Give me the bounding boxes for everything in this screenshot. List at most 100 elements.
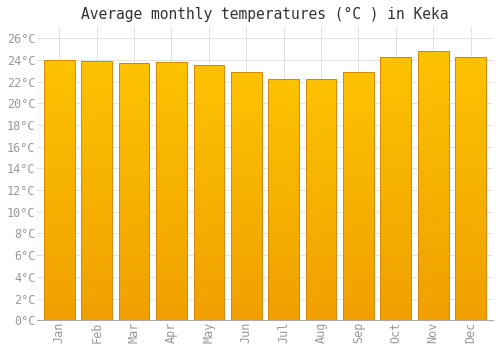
Bar [418, 223, 448, 229]
Bar [456, 141, 486, 146]
Bar [44, 226, 74, 232]
Bar [194, 193, 224, 198]
Bar [231, 290, 262, 295]
Bar [231, 306, 262, 310]
Bar [44, 185, 74, 190]
Bar [380, 93, 411, 99]
Bar [456, 104, 486, 109]
Bar [82, 294, 112, 300]
Bar [268, 205, 299, 209]
Bar [194, 315, 224, 320]
Bar [118, 110, 150, 114]
Bar [268, 229, 299, 233]
Bar [306, 311, 336, 315]
Bar [44, 232, 74, 237]
Bar [418, 170, 448, 175]
Bar [456, 62, 486, 67]
Bar [118, 243, 150, 248]
Bar [456, 131, 486, 136]
Bar [268, 233, 299, 238]
Bar [82, 113, 112, 118]
Bar [194, 177, 224, 183]
Bar [44, 133, 74, 138]
Bar [44, 273, 74, 279]
Bar [418, 78, 448, 83]
Bar [194, 269, 224, 274]
Bar [194, 76, 224, 80]
Bar [118, 114, 150, 120]
Bar [456, 225, 486, 231]
Bar [343, 82, 374, 87]
Bar [343, 121, 374, 126]
Bar [418, 239, 448, 245]
Bar [156, 170, 187, 176]
Bar [343, 196, 374, 201]
Bar [82, 165, 112, 170]
Bar [456, 120, 486, 125]
Bar [44, 65, 74, 70]
Bar [418, 73, 448, 78]
Bar [118, 140, 150, 145]
Bar [343, 290, 374, 295]
Bar [194, 152, 224, 157]
Bar [268, 282, 299, 287]
Bar [343, 271, 374, 275]
Bar [343, 206, 374, 211]
Bar [268, 84, 299, 89]
Bar [456, 99, 486, 104]
Bar [268, 127, 299, 132]
Bar [306, 99, 336, 104]
Bar [44, 279, 74, 284]
Bar [44, 206, 74, 211]
Bar [231, 166, 262, 171]
Bar [306, 108, 336, 113]
Bar [418, 299, 448, 304]
Bar [418, 256, 448, 261]
Bar [268, 301, 299, 306]
Bar [194, 223, 224, 229]
Bar [343, 246, 374, 251]
Bar [418, 83, 448, 89]
Bar [268, 190, 299, 195]
Bar [118, 84, 150, 89]
Bar [231, 286, 262, 290]
Bar [118, 310, 150, 315]
Bar [44, 76, 74, 81]
Bar [268, 272, 299, 277]
Bar [194, 132, 224, 137]
Bar [456, 304, 486, 310]
Bar [194, 167, 224, 173]
Bar [456, 204, 486, 210]
Bar [456, 109, 486, 114]
Bar [118, 284, 150, 289]
Bar [156, 264, 187, 269]
Bar [156, 217, 187, 222]
Bar [418, 137, 448, 143]
Bar [156, 77, 187, 83]
Bar [456, 294, 486, 299]
Bar [268, 258, 299, 262]
Bar [44, 284, 74, 289]
Bar [231, 132, 262, 136]
Bar [118, 68, 150, 74]
Bar [118, 74, 150, 78]
Bar [343, 300, 374, 306]
Bar [118, 197, 150, 202]
Bar [343, 241, 374, 246]
Bar [343, 176, 374, 181]
Bar [156, 134, 187, 140]
Bar [82, 300, 112, 305]
Bar [380, 167, 411, 173]
Bar [44, 211, 74, 216]
Bar [380, 114, 411, 120]
Bar [268, 94, 299, 99]
Bar [231, 136, 262, 141]
Bar [44, 315, 74, 320]
Bar [194, 254, 224, 259]
Bar [231, 236, 262, 241]
Bar [418, 191, 448, 196]
Bar [306, 258, 336, 262]
Bar [82, 154, 112, 160]
Bar [306, 195, 336, 200]
Bar [44, 253, 74, 258]
